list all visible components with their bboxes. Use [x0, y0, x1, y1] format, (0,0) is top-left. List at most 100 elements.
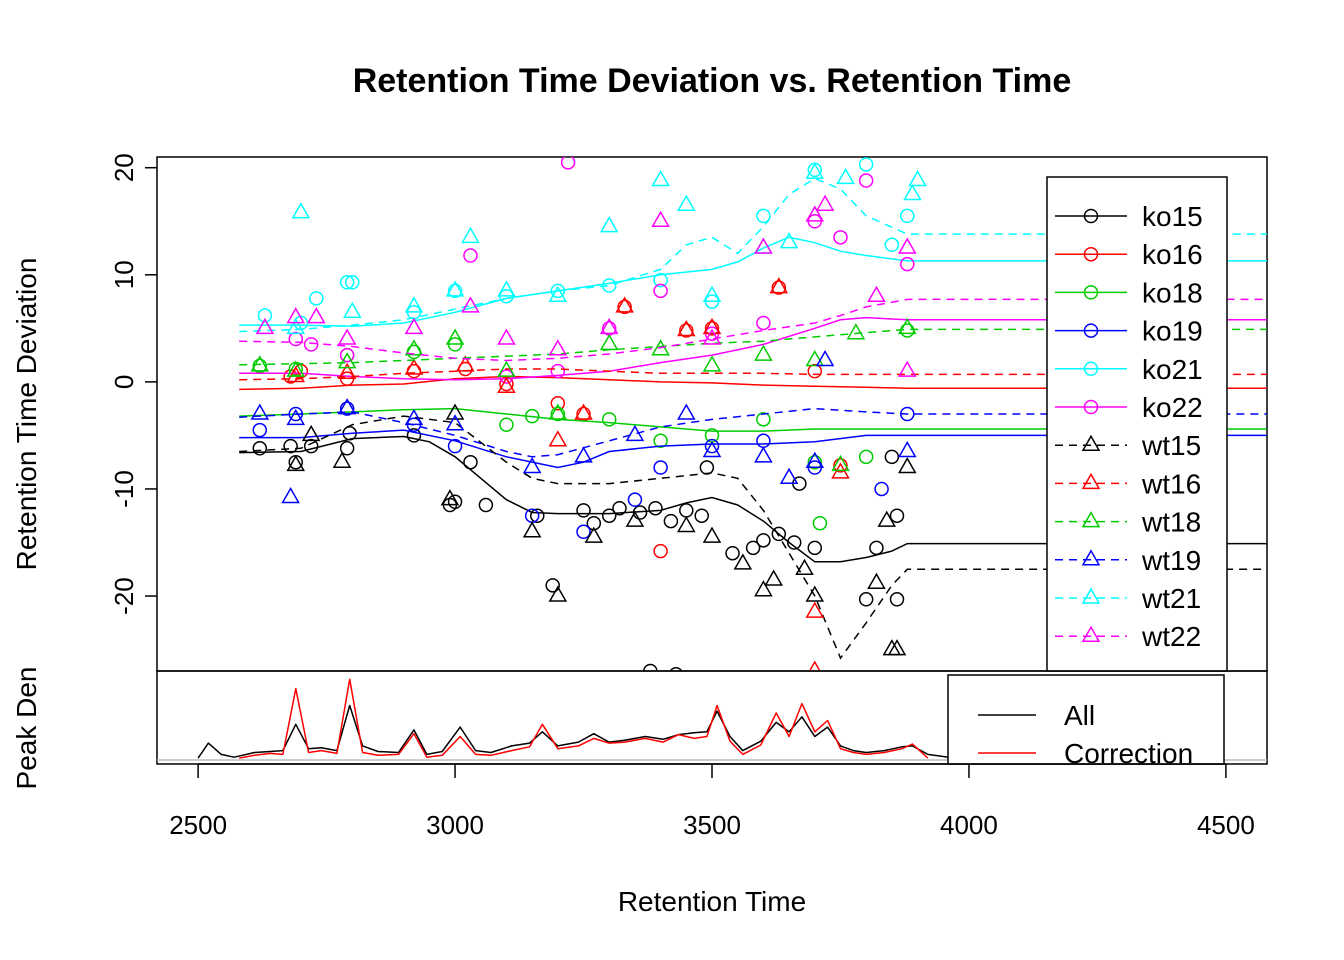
point-wt15 — [805, 585, 825, 602]
point-wt18 — [651, 339, 670, 356]
point-wt19 — [779, 467, 799, 484]
point-ko15 — [643, 663, 658, 671]
point-ko15 — [669, 666, 683, 671]
point-ko18 — [653, 433, 668, 449]
point-ko15 — [694, 508, 709, 523]
point-ko21 — [756, 208, 771, 224]
point-ko16 — [653, 543, 668, 559]
point-wt18 — [846, 323, 866, 340]
point-wt19 — [815, 349, 835, 367]
density-line-Correction — [239, 678, 929, 759]
x-tick-label: 3500 — [683, 810, 741, 840]
point-ko21 — [653, 272, 668, 288]
point-wt22 — [702, 328, 722, 345]
point-wt19 — [522, 457, 542, 474]
point-ko18 — [550, 406, 566, 422]
point-ko18 — [499, 417, 514, 432]
fit-line-wt16 — [239, 368, 1267, 381]
point-wt21 — [903, 183, 922, 201]
fit-line-wt21 — [239, 177, 1267, 333]
point-ko16 — [550, 396, 566, 411]
density-legend-label-All: All — [1064, 700, 1095, 731]
y-tick-label: -20 — [109, 577, 139, 615]
fit-line-ko19 — [239, 429, 1267, 469]
point-ko22 — [550, 363, 566, 379]
point-wt16 — [769, 277, 789, 294]
legend-label-wt21: wt21 — [1141, 583, 1201, 614]
point-ko21 — [345, 275, 360, 290]
point-wt22 — [255, 317, 275, 335]
point-ko21 — [447, 283, 463, 299]
density-legend-box — [947, 674, 1225, 765]
point-wt15 — [702, 526, 722, 543]
x-tick-label: 2500 — [169, 810, 227, 840]
legend-marker-wt18 — [1081, 511, 1101, 528]
legend-marker-ko21 — [1083, 361, 1099, 377]
point-wt15 — [445, 403, 465, 420]
point-ko18 — [524, 408, 540, 424]
point-ko15 — [679, 503, 694, 518]
point-ko19 — [874, 481, 889, 497]
point-wt22 — [599, 317, 619, 335]
series-legend: ko15 ko16 ko18 ko19 ko21 ko22 wt15 wt16 wt18 wt19… — [1046, 176, 1228, 672]
point-wt22 — [337, 328, 357, 345]
legend-label-wt22: wt22 — [1141, 621, 1201, 652]
legend-label-wt19: wt19 — [1141, 545, 1201, 576]
legend-marker-ko22 — [1083, 399, 1099, 415]
point-wt18 — [599, 333, 619, 351]
legend-marker-wt22 — [1081, 625, 1101, 642]
point-ko21 — [257, 308, 273, 323]
point-ko22 — [900, 256, 915, 272]
fit-line-wt22 — [239, 298, 1267, 362]
point-ko15 — [339, 441, 355, 456]
point-ko21 — [900, 208, 915, 224]
point-wt21 — [461, 226, 480, 244]
point-wt19 — [625, 424, 645, 442]
legend-marker-wt19 — [1081, 549, 1101, 566]
point-wt18 — [286, 360, 306, 377]
fit-line-ko16 — [239, 375, 1267, 391]
point-ko16 — [679, 323, 694, 338]
legend-label-wt16: wt16 — [1141, 468, 1201, 499]
point-wt15 — [286, 454, 306, 472]
point-wt21 — [445, 280, 465, 297]
point-wt15 — [877, 510, 897, 527]
point-wt19 — [445, 414, 465, 431]
point-ko15 — [283, 438, 298, 454]
point-ko19 — [756, 433, 771, 449]
point-ko19 — [653, 460, 668, 475]
point-ko16 — [617, 299, 632, 315]
point-ko15 — [745, 540, 761, 556]
fit-line-ko22 — [239, 316, 1267, 381]
point-wt21 — [805, 162, 825, 179]
point-ko18 — [601, 412, 617, 427]
x-tick-label: 3000 — [426, 810, 484, 840]
point-wt16 — [404, 358, 424, 375]
y-tick-label: 20 — [109, 153, 139, 182]
point-wt19 — [805, 451, 825, 468]
point-wt15 — [522, 521, 542, 538]
fit-line-ko15 — [239, 435, 1267, 563]
fit-line-ko21 — [239, 236, 1267, 327]
point-ko18 — [252, 358, 268, 374]
point-wt22 — [404, 317, 424, 335]
point-ko15 — [406, 428, 422, 443]
point-wt19 — [286, 408, 306, 426]
point-wt21 — [836, 167, 855, 185]
point-ko15 — [478, 497, 494, 513]
legend-marker-ko16 — [1083, 246, 1099, 262]
x-axis: 2500 3000 3500 4000 4500 — [169, 763, 1255, 840]
legend-label-ko19: ko19 — [1142, 316, 1203, 347]
point-wt15 — [332, 451, 352, 468]
point-ko19 — [576, 524, 591, 540]
point-wt16 — [497, 376, 516, 393]
legend-label-ko16: ko16 — [1142, 239, 1203, 270]
point-ko15 — [699, 460, 715, 475]
point-wt16 — [548, 430, 568, 447]
point-ko21 — [309, 291, 324, 306]
point-ko15 — [756, 533, 771, 548]
point-wt18 — [445, 328, 465, 345]
legend-marker-wt21 — [1081, 587, 1101, 604]
legend-box — [1046, 176, 1228, 672]
point-wt19 — [677, 403, 696, 420]
